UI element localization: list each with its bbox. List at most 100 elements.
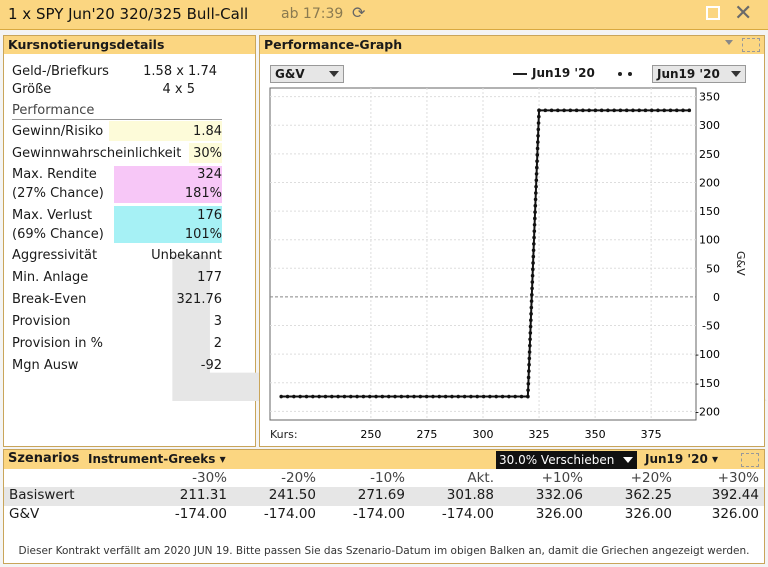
y-tick-label: 250 xyxy=(699,148,720,161)
bid-ask-label: Geld-/Briefkurs xyxy=(12,64,109,79)
series-point xyxy=(687,108,692,113)
perf-value-6: Unbekannt xyxy=(151,248,222,263)
y-tick-label: -100 xyxy=(695,348,720,361)
scenario-maximize-icon[interactable] xyxy=(741,453,759,467)
series-point xyxy=(405,394,410,399)
external-window-icon[interactable] xyxy=(706,6,720,20)
scenario-date-selector[interactable]: Jun19 '20 ▾ xyxy=(645,452,719,466)
perf-label-7: Min. Anlage xyxy=(12,270,89,285)
series-point xyxy=(533,197,538,202)
series-point xyxy=(624,108,629,113)
y-tick-labels: -200 -150 -100 -50 0 50 100 150 200 250 300 350 xyxy=(695,91,720,419)
series-point xyxy=(342,394,347,399)
basiswert-val-5: 362.25 xyxy=(624,487,672,503)
gv-val-3: -174.00 xyxy=(441,506,494,522)
y-tick-label: 200 xyxy=(699,176,720,189)
y-tick-label: 0 xyxy=(713,291,720,304)
col-0: -30% xyxy=(192,470,227,486)
series-point xyxy=(535,159,539,164)
series-point xyxy=(543,108,548,113)
series-point xyxy=(393,394,397,399)
series-point xyxy=(304,394,309,399)
x-tick-label: 325 xyxy=(529,428,550,441)
performance-graph-panel: Performance-Graph G&V Jun19 '20 Jun19 '2… xyxy=(259,35,765,447)
series-point xyxy=(437,394,442,399)
y-tick-label: -150 xyxy=(695,377,720,390)
gv-val-0: -174.00 xyxy=(174,506,227,522)
close-icon[interactable]: ✕ xyxy=(734,1,753,26)
shift-selector[interactable]: 30.0% Verschieben xyxy=(496,451,637,469)
basiswert-val-1: 241.50 xyxy=(268,487,316,503)
shift-selector-label: 30.0% Verschieben xyxy=(499,453,615,467)
graph-header-chevron-down-icon[interactable] xyxy=(725,40,733,45)
series-point xyxy=(531,261,535,265)
series-jun19 xyxy=(279,108,692,399)
col-6: +30% xyxy=(717,470,759,486)
kurs-label: Kurs: xyxy=(270,428,298,441)
title-bar: 1 x SPY Jun'20 320/325 Bull-Call ab 17:3… xyxy=(0,0,768,30)
perf-value-8: 321.76 xyxy=(176,292,223,307)
series-point xyxy=(568,108,573,113)
greeks-selector[interactable]: Instrument-Greeks ▾ xyxy=(88,452,226,466)
window-title: 1 x SPY Jun'20 320/325 Bull-Call xyxy=(8,5,249,23)
series-point xyxy=(532,242,536,246)
grid-lines xyxy=(270,88,696,420)
perf-value-2: 324 xyxy=(197,167,222,182)
perf-label-2: Max. Rendite xyxy=(12,167,97,182)
x-tick-label: 250 xyxy=(360,428,381,441)
greeks-selector-label: Instrument-Greeks xyxy=(88,452,216,466)
series-point xyxy=(674,108,679,113)
basiswert-val-6: 392.44 xyxy=(711,487,759,503)
size-value: 4 x 5 xyxy=(162,82,196,97)
series-point xyxy=(643,108,648,113)
metric-select[interactable]: G&V xyxy=(270,65,344,83)
size-label: Größe xyxy=(12,82,52,97)
series-point xyxy=(530,273,535,278)
performance-chart: 250 275 300 325 350 375 -200 -150 -100 -50 0 50 100… xyxy=(269,87,747,441)
y-tick-label: 150 xyxy=(699,205,720,218)
series-point xyxy=(488,394,492,399)
date-select[interactable]: Jun19 '20 xyxy=(652,65,746,83)
perf-label-4: Max. Verlust xyxy=(12,208,93,223)
series-point xyxy=(450,394,454,399)
series-point xyxy=(533,203,538,208)
perf-label-0: Gewinn/Risiko xyxy=(12,124,104,139)
perf-value-5: 101% xyxy=(184,227,222,242)
y-tick-label: -200 xyxy=(695,405,720,418)
series-point xyxy=(285,394,290,399)
series-point xyxy=(527,362,531,367)
series-point xyxy=(593,108,598,113)
series-point xyxy=(431,394,435,399)
series-point xyxy=(507,394,511,399)
series-point xyxy=(386,394,391,399)
scenario-row-basiswert: Basiswert 211.31 241.50 271.69 301.88 33… xyxy=(4,487,764,506)
series-point xyxy=(534,191,538,195)
series-point xyxy=(526,382,531,386)
legend-line-label: Jun19 '20 xyxy=(532,66,595,80)
series-point xyxy=(530,286,534,291)
graph-header-title: Performance-Graph xyxy=(264,37,403,52)
perf-value-0: 1.84 xyxy=(193,124,222,139)
series-point xyxy=(637,108,641,113)
gv-val-6: 326.00 xyxy=(711,506,759,522)
series-point xyxy=(527,356,532,361)
series-point xyxy=(317,394,321,399)
series-point xyxy=(374,394,378,399)
date-select-chevron-down-icon xyxy=(731,71,741,77)
series-point xyxy=(526,394,530,399)
row-label-gv: G&V xyxy=(9,506,40,522)
maximize-icon[interactable] xyxy=(742,38,760,52)
series-point xyxy=(532,223,537,227)
legend-dot-icon xyxy=(618,72,622,76)
quote-details-header: Kursnotierungsdetails xyxy=(4,36,255,54)
perf-value-3: 181% xyxy=(184,186,222,201)
quote-details-panel: Kursnotierungsdetails LYNX Geld-/Briefku… xyxy=(3,35,768,449)
refresh-icon[interactable]: ⟳ xyxy=(352,3,366,22)
graph-header: Performance-Graph xyxy=(260,36,764,54)
series-point xyxy=(469,394,473,399)
series-point xyxy=(581,108,585,113)
scenario-date-label: Jun19 '20 xyxy=(645,452,708,466)
series-point xyxy=(529,318,533,323)
gv-val-4: 326.00 xyxy=(535,506,583,522)
perf-value-7: 177 xyxy=(197,270,222,285)
